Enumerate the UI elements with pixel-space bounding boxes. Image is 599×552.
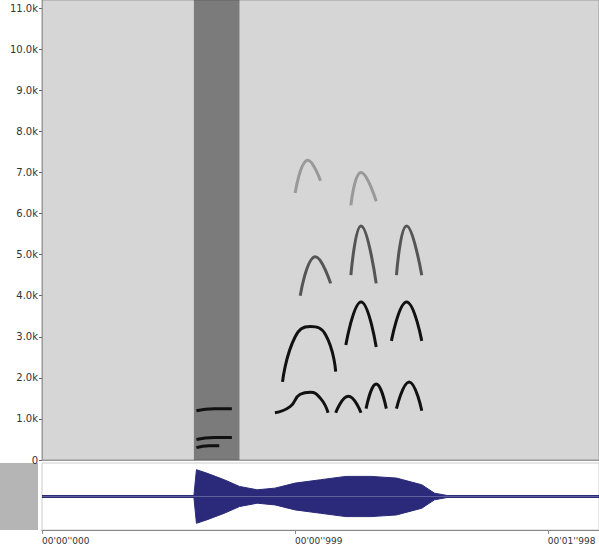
svg-text:00'01''998: 00'01''998 (548, 536, 596, 546)
svg-text:2.0k: 2.0k (16, 372, 38, 383)
svg-text:6.0k: 6.0k (16, 208, 38, 219)
svg-text:9.0k: 9.0k (16, 85, 38, 96)
svg-text:8.0k: 8.0k (16, 126, 38, 137)
svg-text:00'00''999: 00'00''999 (295, 536, 343, 546)
svg-text:4.0k: 4.0k (16, 290, 38, 301)
svg-text:10.0k: 10.0k (10, 44, 38, 55)
svg-text:7.0k: 7.0k (16, 167, 38, 178)
svg-text:00'00''000: 00'00''000 (42, 536, 90, 546)
svg-text:11.0k: 11.0k (10, 3, 38, 14)
svg-text:5.0k: 5.0k (16, 249, 38, 260)
svg-text:1.0k: 1.0k (16, 413, 38, 424)
svg-text:3.0k: 3.0k (16, 331, 38, 342)
svg-text:0: 0 (32, 455, 38, 466)
